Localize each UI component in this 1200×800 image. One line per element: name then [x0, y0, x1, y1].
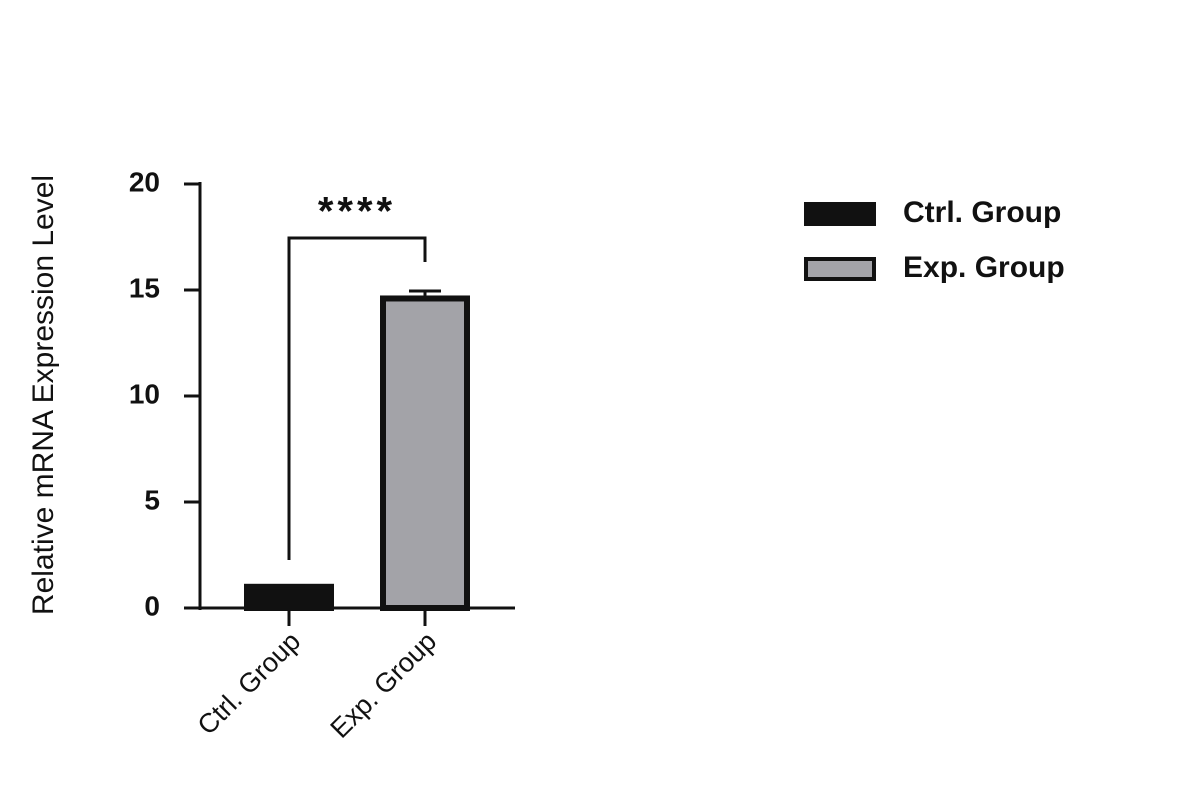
significance-annotation: **** [318, 190, 396, 234]
bar [380, 295, 470, 611]
legend-swatch [804, 257, 876, 281]
bar [244, 583, 334, 611]
y-tick-label: 10 [129, 378, 160, 409]
x-tick-label: Ctrl. Group [192, 626, 307, 741]
significance-bracket [287, 236, 427, 560]
error-bar [273, 584, 305, 588]
x-tick-label: Exp. Group [324, 626, 442, 744]
legend-label: Exp. Group [903, 251, 1065, 284]
y-axis-label: Relative mRNA Expression Level [27, 175, 60, 615]
y-tick-label: 0 [144, 590, 160, 621]
error-bar [409, 289, 441, 299]
legend-label: Ctrl. Group [903, 196, 1061, 229]
y-tick-label: 20 [129, 166, 160, 197]
legend-swatch [804, 202, 876, 226]
y-tick-label: 5 [144, 484, 160, 515]
y-tick-label: 15 [129, 272, 160, 303]
